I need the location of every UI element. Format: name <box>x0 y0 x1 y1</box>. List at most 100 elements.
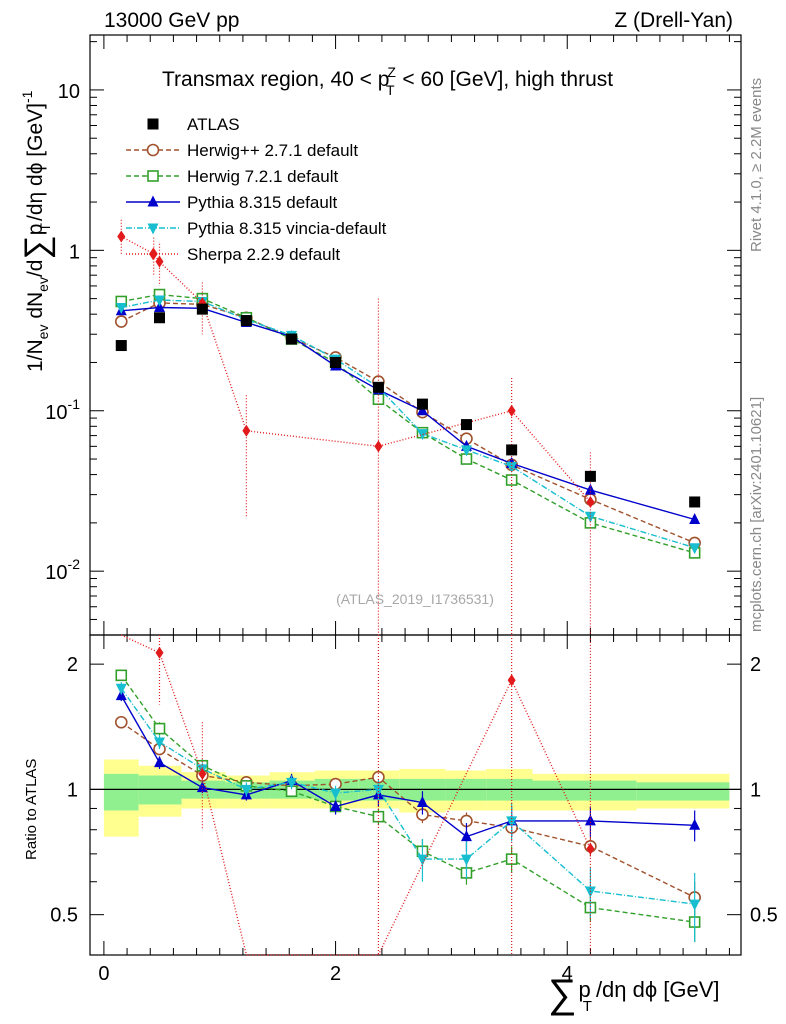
main-line-sherpa-2-2-9-default <box>120 235 591 503</box>
ratio-ytick-label-0: 0.5 <box>50 905 78 927</box>
ratio-point-pythia-8-315-vincia-default <box>689 899 701 911</box>
plot-title: Transmax region, 40 < pZ T < 60 [GeV], hi… <box>162 64 613 98</box>
main-ytick-label-0: 10-2 <box>45 556 80 584</box>
header-right: Z (Drell-Yan) <box>614 9 733 32</box>
ratio-point-pythia-8-315-default <box>196 781 208 793</box>
legend-marker-herwig-7-2-1-default <box>147 170 159 182</box>
ratio-point-sherpa-2-2-9-default <box>155 646 164 659</box>
ratio-ytick-label-right-2: 2 <box>750 654 761 676</box>
atlas-data-point <box>330 356 342 368</box>
header-left: 13000 GeV pp <box>104 9 239 32</box>
main-point-pythia-8-315-vincia-default <box>689 543 701 555</box>
band-green-11 <box>636 782 730 801</box>
atlas-data-point <box>584 470 596 482</box>
main-line-herwig-7-2-1-default <box>121 293 695 554</box>
main-point-pythia-8-315-vincia-default <box>154 295 166 307</box>
main-ytick-label-1: 10-1 <box>45 396 80 424</box>
legend-label-sherpa-2-2-9-default: Sherpa 2.2.9 default <box>187 245 340 264</box>
atlas-data-point <box>372 381 384 393</box>
main-point-sherpa-2-2-9-default <box>374 440 383 453</box>
xtick-label-2: 4 <box>562 963 573 985</box>
ratio-plot-frame <box>89 634 742 956</box>
ratio-ytick-label-1: 1 <box>67 779 78 801</box>
band-green-0 <box>103 773 139 811</box>
ratio-point-pythia-8-315-vincia-default <box>330 788 342 800</box>
atlas-data-point <box>460 419 472 431</box>
legend-marker-pythia-8-315-vincia-default <box>147 223 159 235</box>
ratio-point-pythia-8-315-vincia-default <box>154 737 166 749</box>
main-point-pythia-8-315-default <box>689 512 701 524</box>
ratio-point-pythia-8-315-default <box>330 799 342 811</box>
ratio-uncertainty-bands <box>90 759 741 837</box>
ratio-point-sherpa-2-2-9-default <box>586 842 595 855</box>
legend-marker-herwig-2-7-1-default <box>146 143 160 157</box>
legend-label-herwig-2-7-1-default: Herwig++ 2.7.1 default <box>187 141 358 160</box>
main-point-herwig-2-7-1-default <box>114 315 128 328</box>
ratio-point-herwig-7-2-1-default <box>505 853 518 865</box>
ratio-line-pythia-8-315-vincia-default <box>120 687 695 905</box>
main-point-sherpa-2-2-9-default <box>242 424 251 437</box>
atlas-data-point <box>240 315 252 327</box>
main-point-sherpa-2-2-9-default <box>507 404 516 417</box>
legend-marker-sherpa-2-2-9-default <box>149 248 157 260</box>
main-line-pythia-8-315-default <box>121 306 695 521</box>
plot-title-rest: < 60 [GeV], high thrust <box>397 68 614 91</box>
plot-frames <box>89 34 742 956</box>
analysis-tag: (ATLAS_2019_I1736531) <box>336 591 494 607</box>
ratio-point-pythia-8-315-vincia-default <box>286 777 298 789</box>
ratio-point-herwig-2-7-1-default <box>114 715 128 729</box>
main-ytick-label-2: 1 <box>69 241 80 263</box>
data-series <box>114 219 701 956</box>
legend-label-pythia-8-315-default: Pythia 8.315 default <box>187 193 338 212</box>
legend: ATLAS Herwig++ 2.7.1 default Herwig 7.2.1 … <box>126 115 387 264</box>
atlas-data-point <box>506 444 518 456</box>
ratio-point-herwig-7-2-1-default <box>153 722 166 735</box>
ratio-y-label: Ratio to ATLAS <box>23 759 40 860</box>
ratio-line-herwig-2-7-1-default <box>120 721 696 899</box>
main-point-pythia-8-315-vincia-default <box>506 461 518 473</box>
ratio-point-herwig-7-2-1-default <box>115 669 128 682</box>
axis-ticks: 10-2 10-1 1 10 0.5 0.5 1 1 2 2 0 2 4 <box>45 35 778 985</box>
y-axis-label: 1/Nev dNev/d∑pT/dη dϕ [GeV]-1 <box>18 90 56 372</box>
ratio-point-pythia-8-315-vincia-default <box>240 784 252 796</box>
ratio-point-herwig-7-2-1-default <box>372 810 385 823</box>
ratio-point-pythia-8-315-default <box>584 814 596 826</box>
ratio-line-pythia-8-315-default <box>120 695 695 838</box>
legend-label-pythia-8-315-vincia-default: Pythia 8.315 vincia-default <box>187 219 387 238</box>
band-green-10 <box>532 780 637 801</box>
main-point-sherpa-2-2-9-default <box>586 495 595 508</box>
main-point-pythia-8-315-vincia-default <box>460 445 472 457</box>
ratio-ytick-label-2: 2 <box>67 654 78 676</box>
legend-marker-atlas <box>147 118 159 130</box>
ratio-ytick-label-right-1: 1 <box>750 779 761 801</box>
main-point-pythia-8-315-vincia-default <box>584 511 596 523</box>
main-point-herwig-7-2-1-default <box>372 393 385 406</box>
main-point-sherpa-2-2-9-default <box>155 255 164 268</box>
xtick-label-0: 0 <box>98 963 109 985</box>
main-point-pythia-8-315-vincia-default <box>115 303 127 315</box>
plot-title-sup: Z <box>387 64 396 80</box>
main-ytick-label-3: 10 <box>58 81 80 103</box>
main-line-herwig-2-7-1-default <box>120 302 695 544</box>
atlas-data-point <box>154 312 166 324</box>
legend-marker-pythia-8-315-default <box>147 195 159 207</box>
ratio-point-pythia-8-315-default <box>416 796 428 808</box>
ratio-point-pythia-8-315-default <box>460 830 472 842</box>
ratio-point-pythia-8-315-vincia-default <box>460 854 472 866</box>
ratio-point-pythia-8-315-default <box>154 756 166 768</box>
atlas-data-point <box>196 303 208 315</box>
plot-title-main: Transmax region, 40 < p <box>162 68 389 91</box>
ratio-ytick-label-right-0: 0.5 <box>750 905 778 927</box>
main-point-pythia-8-315-vincia-default <box>416 429 428 441</box>
atlas-data-point <box>286 333 298 345</box>
legend-label-atlas: ATLAS <box>187 115 240 134</box>
ratio-point-pythia-8-315-vincia-default <box>372 784 384 796</box>
x-axis-sigma: ∑ <box>548 972 577 1016</box>
ratio-point-sherpa-2-2-9-default <box>507 674 516 687</box>
ratio-line-herwig-7-2-1-default <box>120 674 695 923</box>
ratio-point-pythia-8-315-vincia-default <box>584 886 596 898</box>
xtick-label-1: 2 <box>330 963 341 985</box>
atlas-data-point <box>689 496 701 508</box>
main-line-pythia-8-315-vincia-default <box>121 299 695 549</box>
